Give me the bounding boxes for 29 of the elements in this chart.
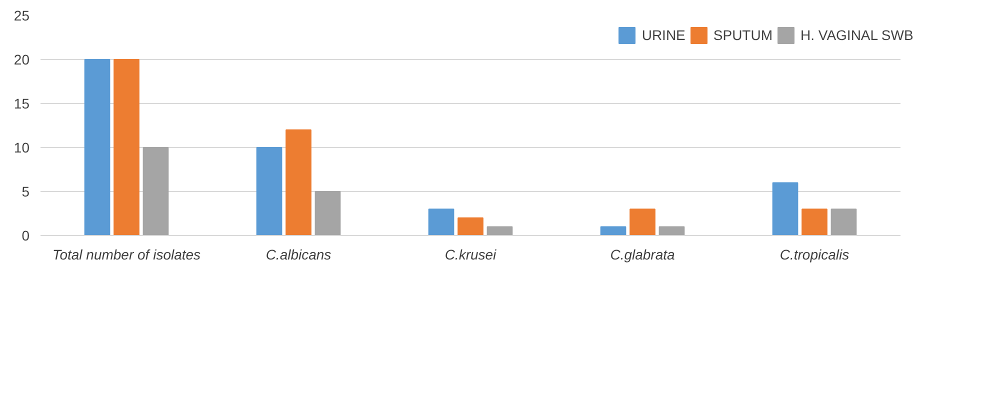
bar (772, 182, 798, 236)
bar (458, 217, 484, 236)
y-tick-label: 15 (14, 96, 30, 112)
bar (658, 226, 685, 236)
bar (486, 226, 513, 236)
bar (256, 147, 282, 236)
x-tick-label: Total number of isolates (52, 246, 201, 262)
y-tick-label: 5 (22, 184, 30, 200)
bar (114, 59, 140, 236)
bar (428, 208, 454, 236)
bar (630, 208, 656, 236)
x-tick-label: C.albicans (266, 246, 332, 262)
bar (830, 208, 857, 236)
bar (142, 147, 169, 236)
bar (600, 226, 626, 236)
y-tick-label: 10 (14, 140, 30, 156)
y-tick-label: 0 (22, 228, 30, 244)
legend-label: H. VAGINAL SWB (800, 27, 914, 43)
y-tick-label: 25 (14, 8, 30, 24)
x-tick-label: C.glabrata (610, 246, 676, 262)
x-tick-label: C.krusei (444, 246, 498, 262)
bar (84, 59, 110, 236)
legend-label: URINE (642, 27, 686, 43)
x-tick-label: C.tropicalis (780, 246, 850, 262)
bar (314, 191, 341, 236)
bar (286, 129, 312, 236)
y-tick-label: 20 (14, 52, 30, 68)
legend-label: SPUTUM (713, 27, 773, 43)
bar (802, 208, 828, 236)
